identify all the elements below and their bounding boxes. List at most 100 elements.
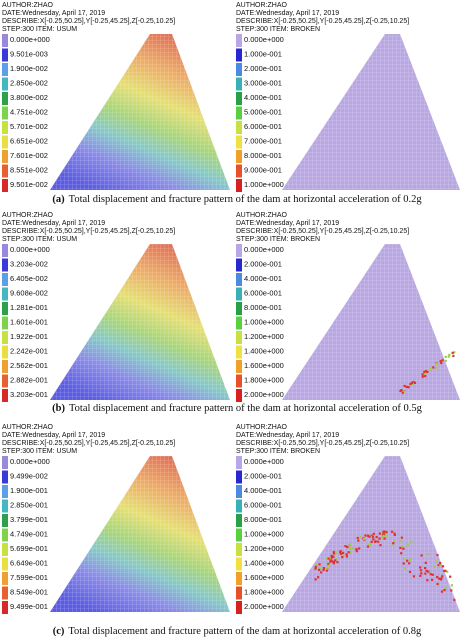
legend-label: 8.000e-001: [244, 303, 282, 312]
legend-swatch: [236, 389, 242, 402]
crack: [399, 540, 402, 543]
header-line: STEP:300 ITEM: BROKEN: [236, 26, 320, 33]
legend-swatch: [2, 258, 8, 272]
crack: [334, 551, 337, 554]
crack: [359, 535, 362, 539]
crack: [314, 578, 317, 581]
legend-label: 1.000e+000: [244, 180, 284, 189]
crack: [420, 572, 423, 575]
legend-label: 4.000e-001: [244, 93, 282, 102]
legend-label: 7.601e-002: [10, 151, 48, 160]
legend-swatch: [2, 63, 8, 76]
header-line: AUTHOR:ZHAO: [2, 2, 54, 9]
legend-swatch: [236, 273, 242, 286]
crack: [444, 569, 447, 572]
header-line: DESCRIBE:X[-0.25,50.25],Y[-0.25,45.25],Z…: [236, 18, 409, 25]
caption: (c) Total displacement and fracture patte…: [53, 626, 422, 637]
crack: [345, 555, 349, 558]
crack: [419, 569, 423, 572]
legend-swatch: [2, 106, 8, 120]
crack: [335, 558, 338, 561]
crack: [331, 560, 334, 563]
legend-swatch: [2, 514, 8, 527]
legend-swatch: [2, 470, 8, 484]
dam-mesh: [282, 456, 460, 612]
crack: [440, 361, 443, 365]
crack: [403, 384, 406, 388]
legend-swatch: [2, 331, 8, 344]
legend-label: 3.800e-002: [10, 93, 48, 102]
crack: [434, 362, 438, 365]
legend-swatch: [2, 456, 8, 469]
header-line: STEP:300 ITEM: USUM: [2, 26, 77, 33]
header-line: DATE:Wednesday, April 17, 2019: [2, 220, 105, 227]
legend-swatch: [236, 485, 242, 498]
crack: [419, 574, 422, 577]
crack: [424, 572, 427, 575]
dam-mesh: [282, 244, 460, 400]
crack: [424, 374, 427, 378]
legend-swatch: [236, 34, 242, 47]
legend-swatch: [2, 164, 8, 178]
legend-label: 1.000e+000: [244, 529, 284, 538]
legend-swatch: [236, 345, 242, 359]
crack: [437, 564, 440, 567]
header-line: DESCRIBE:X[-0.25,50.25],Y[-0.25,45.25],Z…: [2, 18, 175, 25]
legend-label: 6.000e-001: [244, 122, 282, 131]
crack: [426, 579, 429, 582]
crack: [432, 366, 435, 369]
legend-swatch: [2, 121, 8, 134]
legend-swatch: [236, 528, 242, 542]
legend-swatch: [236, 77, 242, 91]
crack: [341, 555, 344, 559]
legend-label: 4.751e-002: [10, 107, 48, 116]
legend-swatch: [236, 514, 242, 527]
crack: [429, 368, 432, 371]
legend-label: 1.601e-001: [10, 317, 48, 326]
crack: [402, 562, 405, 565]
crack: [423, 370, 426, 374]
crack: [443, 588, 446, 592]
legend-label: 1.000e-001: [244, 49, 282, 58]
crack: [430, 578, 434, 581]
crack: [315, 563, 319, 566]
legend-label: 8.000e-001: [244, 151, 282, 160]
header-line: STEP:300 ITEM: USUM: [2, 448, 77, 455]
legend-swatch: [2, 557, 8, 571]
crack: [378, 537, 381, 540]
legend-label: 1.600e+000: [244, 573, 284, 582]
crack: [421, 375, 424, 378]
legend-label: 1.000e+000: [244, 317, 284, 326]
legend-label: 9.499e-002: [10, 471, 48, 480]
legend-label: 2.000e+000: [244, 390, 284, 399]
legend-swatch: [2, 601, 8, 614]
crack: [407, 386, 410, 389]
legend-label: 9.499e-001: [10, 602, 48, 611]
crack: [403, 390, 406, 393]
legend-swatch: [236, 331, 242, 344]
legend-swatch: [2, 389, 8, 402]
legend-swatch: [2, 499, 8, 513]
crack: [342, 551, 345, 555]
legend-swatch: [2, 572, 8, 585]
crack: [441, 565, 445, 568]
crack: [440, 590, 444, 593]
crack: [382, 533, 386, 536]
legend-swatch: [236, 92, 242, 105]
crack: [400, 552, 403, 555]
crack: [325, 567, 328, 570]
legend-label: 2.000e-001: [244, 259, 282, 268]
legend-label: 3.203e-001: [10, 390, 48, 399]
legend-label: 1.200e+000: [244, 332, 284, 341]
legend-label: 1.900e-002: [10, 64, 48, 73]
legend-swatch: [236, 48, 242, 62]
dam-mesh: [50, 244, 230, 400]
legend-label: 6.405e-002: [10, 274, 48, 283]
legend-swatch: [236, 543, 242, 556]
legend-swatch: [236, 374, 242, 388]
crack: [424, 567, 427, 570]
legend-swatch: [2, 48, 8, 62]
